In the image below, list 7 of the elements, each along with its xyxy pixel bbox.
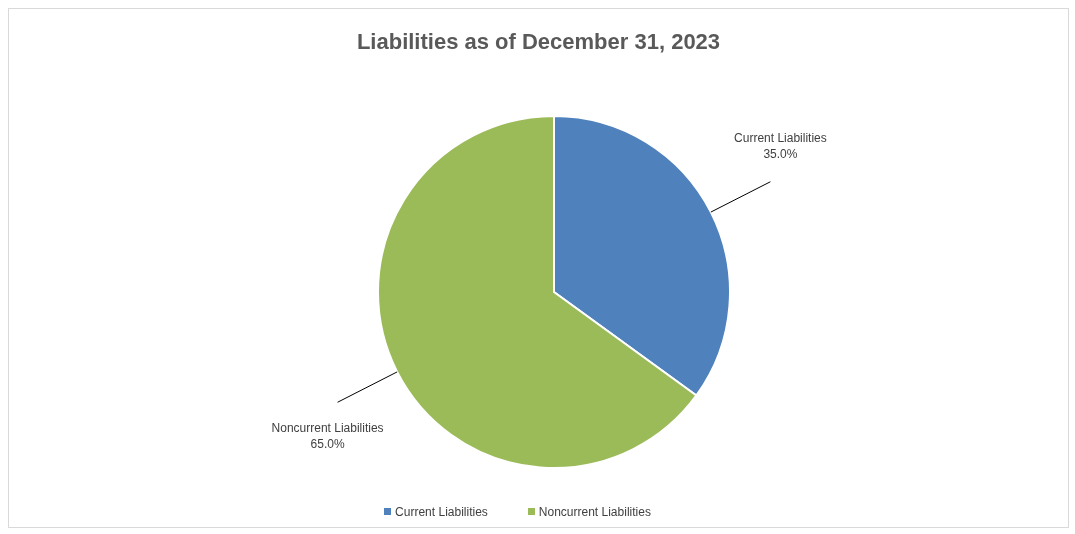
legend-label: Current Liabilities (395, 505, 488, 519)
chart-title: Liabilities as of December 31, 2023 (355, 28, 722, 56)
legend-label: Noncurrent Liabilities (538, 505, 651, 519)
data-label: 35.0% (763, 146, 798, 161)
slice-label: Current Liabilities (734, 130, 827, 145)
data-label: 65.0% (310, 437, 345, 452)
slice-label: Noncurrent Liabilities (271, 421, 384, 436)
